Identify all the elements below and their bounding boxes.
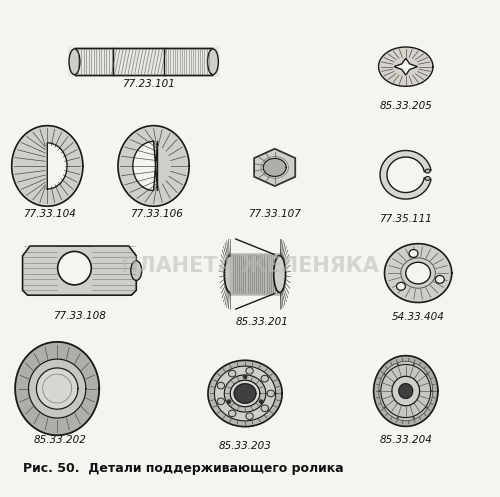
Polygon shape (224, 375, 266, 412)
Ellipse shape (217, 382, 224, 389)
Text: 77.23.101: 77.23.101 (122, 79, 175, 89)
Polygon shape (254, 149, 296, 186)
Ellipse shape (261, 405, 268, 412)
Ellipse shape (131, 261, 141, 280)
Ellipse shape (425, 176, 430, 180)
Text: Рис. 50.  Детали поддерживающего ролика: Рис. 50. Детали поддерживающего ролика (22, 462, 343, 475)
Ellipse shape (274, 255, 285, 292)
Polygon shape (133, 141, 158, 190)
Polygon shape (208, 360, 282, 426)
Ellipse shape (58, 251, 92, 285)
Ellipse shape (243, 375, 247, 379)
FancyBboxPatch shape (68, 47, 220, 77)
Text: 77.33.104: 77.33.104 (24, 209, 76, 219)
Polygon shape (15, 342, 99, 435)
Ellipse shape (217, 398, 224, 405)
Polygon shape (36, 368, 78, 409)
Text: 77.35.111: 77.35.111 (380, 214, 432, 224)
Text: 77.33.107: 77.33.107 (248, 209, 301, 219)
Ellipse shape (397, 417, 398, 418)
Ellipse shape (426, 374, 428, 375)
Polygon shape (234, 384, 256, 403)
Polygon shape (374, 356, 438, 426)
Text: ПЛАНЕТА ЖЕЛЕΗЯКА: ПЛАНЕТА ЖЕЛЕΗЯКА (121, 255, 379, 276)
Ellipse shape (384, 407, 386, 408)
Polygon shape (394, 58, 417, 75)
Ellipse shape (246, 367, 253, 374)
Ellipse shape (413, 417, 414, 418)
Ellipse shape (228, 370, 236, 377)
Polygon shape (230, 254, 280, 294)
Text: 85.33.205: 85.33.205 (380, 101, 432, 111)
Polygon shape (12, 126, 83, 206)
Polygon shape (379, 361, 432, 421)
Ellipse shape (69, 49, 80, 75)
Ellipse shape (431, 391, 432, 392)
Text: 77.33.108: 77.33.108 (53, 311, 106, 321)
Polygon shape (230, 380, 260, 407)
Text: 85.33.204: 85.33.204 (380, 435, 432, 445)
Polygon shape (22, 246, 136, 295)
Polygon shape (214, 366, 276, 421)
Ellipse shape (379, 391, 380, 392)
Polygon shape (380, 151, 431, 199)
Ellipse shape (224, 255, 236, 292)
Text: 85.33.201: 85.33.201 (236, 317, 289, 328)
Ellipse shape (261, 375, 268, 382)
Text: 54.33.404: 54.33.404 (392, 313, 444, 323)
Polygon shape (118, 126, 189, 206)
Ellipse shape (406, 262, 430, 284)
Ellipse shape (384, 374, 386, 375)
Polygon shape (392, 376, 419, 406)
Ellipse shape (259, 400, 263, 404)
Ellipse shape (409, 249, 418, 257)
Polygon shape (378, 47, 433, 86)
Text: 85.33.203: 85.33.203 (218, 441, 272, 451)
Ellipse shape (246, 413, 253, 419)
Ellipse shape (228, 410, 236, 416)
Text: 85.33.202: 85.33.202 (33, 435, 86, 445)
Ellipse shape (436, 275, 444, 283)
Ellipse shape (396, 282, 406, 290)
Polygon shape (264, 159, 286, 176)
Polygon shape (28, 359, 86, 418)
Ellipse shape (425, 169, 430, 173)
Ellipse shape (413, 364, 414, 365)
Polygon shape (384, 244, 452, 303)
Polygon shape (381, 364, 430, 417)
Ellipse shape (227, 400, 231, 404)
Ellipse shape (426, 407, 428, 408)
Ellipse shape (208, 49, 218, 75)
Ellipse shape (267, 390, 274, 397)
Ellipse shape (397, 364, 398, 365)
Polygon shape (399, 384, 412, 399)
Text: 77.33.106: 77.33.106 (130, 209, 182, 219)
Polygon shape (48, 143, 67, 189)
